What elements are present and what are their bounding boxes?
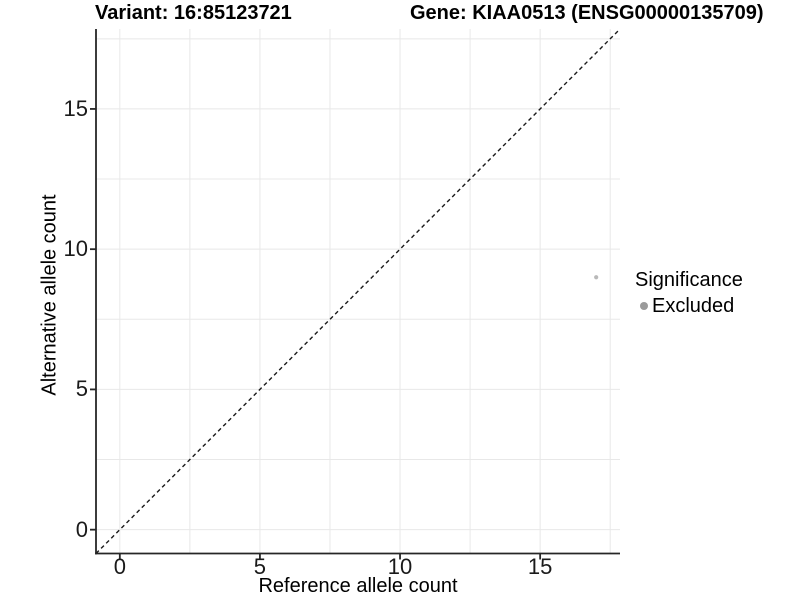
y-tick-label: 0 bbox=[75, 516, 88, 542]
legend-point-marker-icon bbox=[640, 302, 648, 310]
data-point bbox=[594, 275, 599, 280]
legend-item-label: Excluded bbox=[652, 294, 735, 317]
legend-title: Significance bbox=[635, 269, 743, 291]
plot-title-gene: Gene: KIAA0513 (ENSG00000135709) bbox=[410, 2, 764, 24]
y-tick-label: 10 bbox=[63, 236, 88, 262]
legend-item-excluded: Excluded bbox=[635, 294, 743, 318]
x-tick-label: 5 bbox=[253, 554, 267, 579]
y-tick-label: 15 bbox=[63, 95, 88, 121]
legend: Significance Excluded bbox=[635, 269, 743, 318]
x-tick-label: 0 bbox=[113, 554, 126, 579]
y-axis-title: Alternative allele count bbox=[38, 194, 61, 396]
x-tick-label: 10 bbox=[387, 554, 413, 579]
y-tick-label: 5 bbox=[75, 376, 88, 402]
plot-title-variant: Variant: 16:85123721 bbox=[95, 2, 292, 24]
identity-dashed-line bbox=[95, 28, 621, 554]
x-tick-label: 15 bbox=[527, 554, 553, 579]
x-axis-title: Reference allele count bbox=[258, 575, 458, 597]
